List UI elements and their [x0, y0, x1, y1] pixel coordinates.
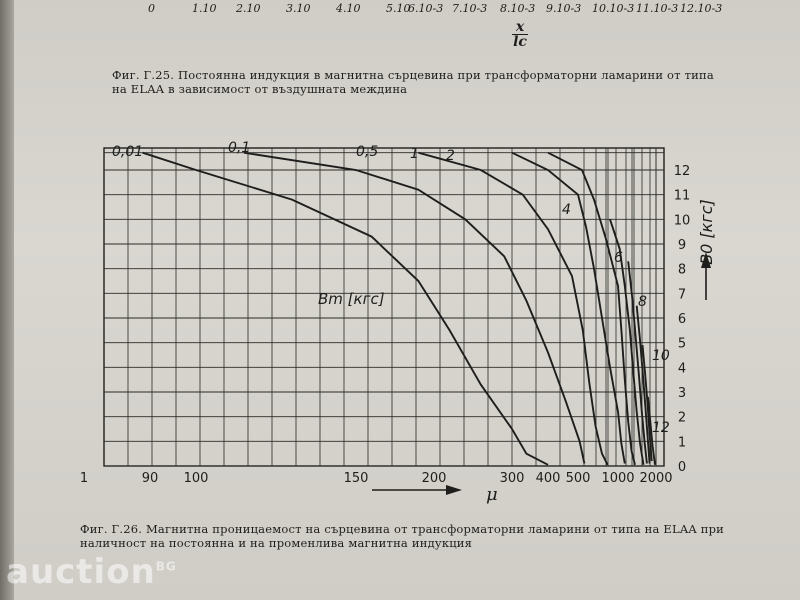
top-scale-label: 7.10-3 [452, 2, 488, 15]
curve-0-1 [243, 151, 586, 464]
top-scale-label: 10.10-3 [592, 2, 635, 15]
chart-grid [103, 147, 665, 467]
curve-12 [646, 396, 656, 465]
curve-10 [641, 345, 653, 462]
x-tick-label: 1 [80, 471, 88, 486]
series-label: 0,1 [228, 140, 250, 156]
top-scale-label: 4.10 [336, 2, 361, 15]
top-scale-label: 12.10-3 [680, 2, 723, 15]
x-tick-label: 2000 [639, 471, 672, 486]
inner-axis-label: Bm [кгс] [318, 290, 385, 308]
watermark-text: auction [6, 552, 156, 592]
y-tick-label: 7 [678, 287, 686, 302]
x-tick-label: 200 [422, 471, 447, 486]
y-tick-label: 0 [678, 460, 686, 475]
series-label: 4 [562, 202, 571, 218]
x-axis-arrow-head [446, 485, 462, 495]
top-scale-label: 11.10-3 [636, 2, 679, 15]
top-scale-label: 8.10-3 [500, 2, 536, 15]
x-tick-label: 1000 [601, 471, 634, 486]
x-over-lc-label: x lc [512, 20, 528, 49]
previous-figure-scale: 0 1.10 2.10 3.10 4.10 5.10 6.10-3 7.10-3 8.10-3 9… [140, 0, 740, 30]
y-tick-label: 8 [678, 263, 686, 278]
fraction-numerator: x [515, 19, 525, 35]
y-tick-label: 3 [678, 386, 686, 401]
top-scale-label: 9.10-3 [546, 2, 582, 15]
chart-curves [142, 151, 656, 466]
series-label: 8 [638, 294, 647, 310]
y-tick-label: 1 [678, 435, 686, 450]
x-tick-label: 500 [566, 471, 591, 486]
y-tick-label: 2 [678, 411, 686, 426]
y-tick-label: 4 [678, 361, 686, 376]
book-spine [0, 0, 14, 600]
series-label: 12 [652, 420, 670, 436]
x-axis-label: μ [486, 484, 498, 505]
x-tick-label: 300 [500, 471, 525, 486]
y-tick-label: 10 [674, 213, 691, 228]
y-tick-label: 5 [678, 337, 686, 352]
top-scale-label: 6.10-3 [408, 2, 444, 15]
watermark-suffix: BG [155, 559, 177, 574]
auction-watermark: auctionBG [6, 552, 177, 592]
fraction-bar [512, 34, 528, 35]
y-tick-label: 11 [674, 189, 691, 204]
series-label: 10 [652, 348, 670, 364]
x-tick-label: 400 [536, 471, 561, 486]
series-label: 0,5 [356, 144, 378, 160]
book-page [8, 0, 800, 600]
fraction-denominator: lc [513, 34, 527, 50]
top-scale-label: 1.10 [192, 2, 217, 15]
series-label: 0,01 [112, 144, 143, 160]
top-scale-label: 3.10 [286, 2, 311, 15]
top-scale-label: 5.10 [386, 2, 411, 15]
curve-6 [627, 261, 648, 464]
curve-8 [635, 305, 651, 464]
top-scale-label: 2.10 [236, 2, 261, 15]
x-tick-label: 100 [184, 471, 209, 486]
x-tick-label: 150 [344, 471, 369, 486]
y-tick-label: 6 [678, 312, 686, 327]
curve-4 [609, 219, 645, 465]
figure-caption-top: Фиг. Г.25. Постоянна индукция в магнитна… [112, 68, 714, 96]
series-label: 1 [410, 146, 419, 162]
y-axis-arrow-head [701, 252, 711, 268]
curve-1 [511, 151, 626, 464]
series-label: 2 [446, 148, 455, 164]
y-axis-label: B0 [кгс] [697, 199, 716, 265]
figure-caption-bottom: Фиг. Г.26. Магнитна проницаемост на сърц… [80, 522, 724, 550]
top-scale-label: 0 [148, 2, 155, 15]
y-tick-label: 9 [678, 238, 686, 253]
x-tick-label: 90 [142, 471, 159, 486]
curve-0-01 [142, 151, 549, 466]
y-tick-label: 12 [674, 164, 691, 179]
curve-2 [547, 151, 636, 466]
curve-0-5 [418, 151, 609, 466]
series-label: 6 [614, 250, 623, 266]
